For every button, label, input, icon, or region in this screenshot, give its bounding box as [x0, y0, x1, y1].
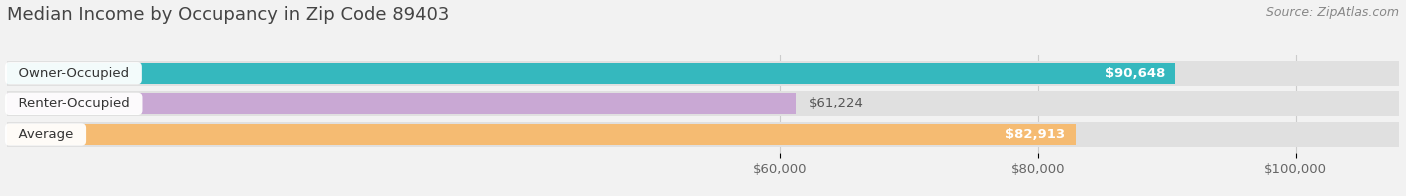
- Bar: [7, 122, 1399, 147]
- Bar: [7, 93, 796, 114]
- Text: Owner-Occupied: Owner-Occupied: [10, 67, 138, 80]
- Text: $82,913: $82,913: [1005, 128, 1066, 141]
- Text: Source: ZipAtlas.com: Source: ZipAtlas.com: [1265, 6, 1399, 19]
- Bar: [7, 124, 1076, 145]
- Text: Average: Average: [10, 128, 82, 141]
- Text: Renter-Occupied: Renter-Occupied: [10, 97, 138, 110]
- Bar: [7, 91, 1399, 116]
- Text: $90,648: $90,648: [1105, 67, 1166, 80]
- Bar: [7, 61, 1399, 86]
- Text: Median Income by Occupancy in Zip Code 89403: Median Income by Occupancy in Zip Code 8…: [7, 6, 450, 24]
- Bar: [7, 63, 1175, 84]
- Text: $61,224: $61,224: [808, 97, 863, 110]
